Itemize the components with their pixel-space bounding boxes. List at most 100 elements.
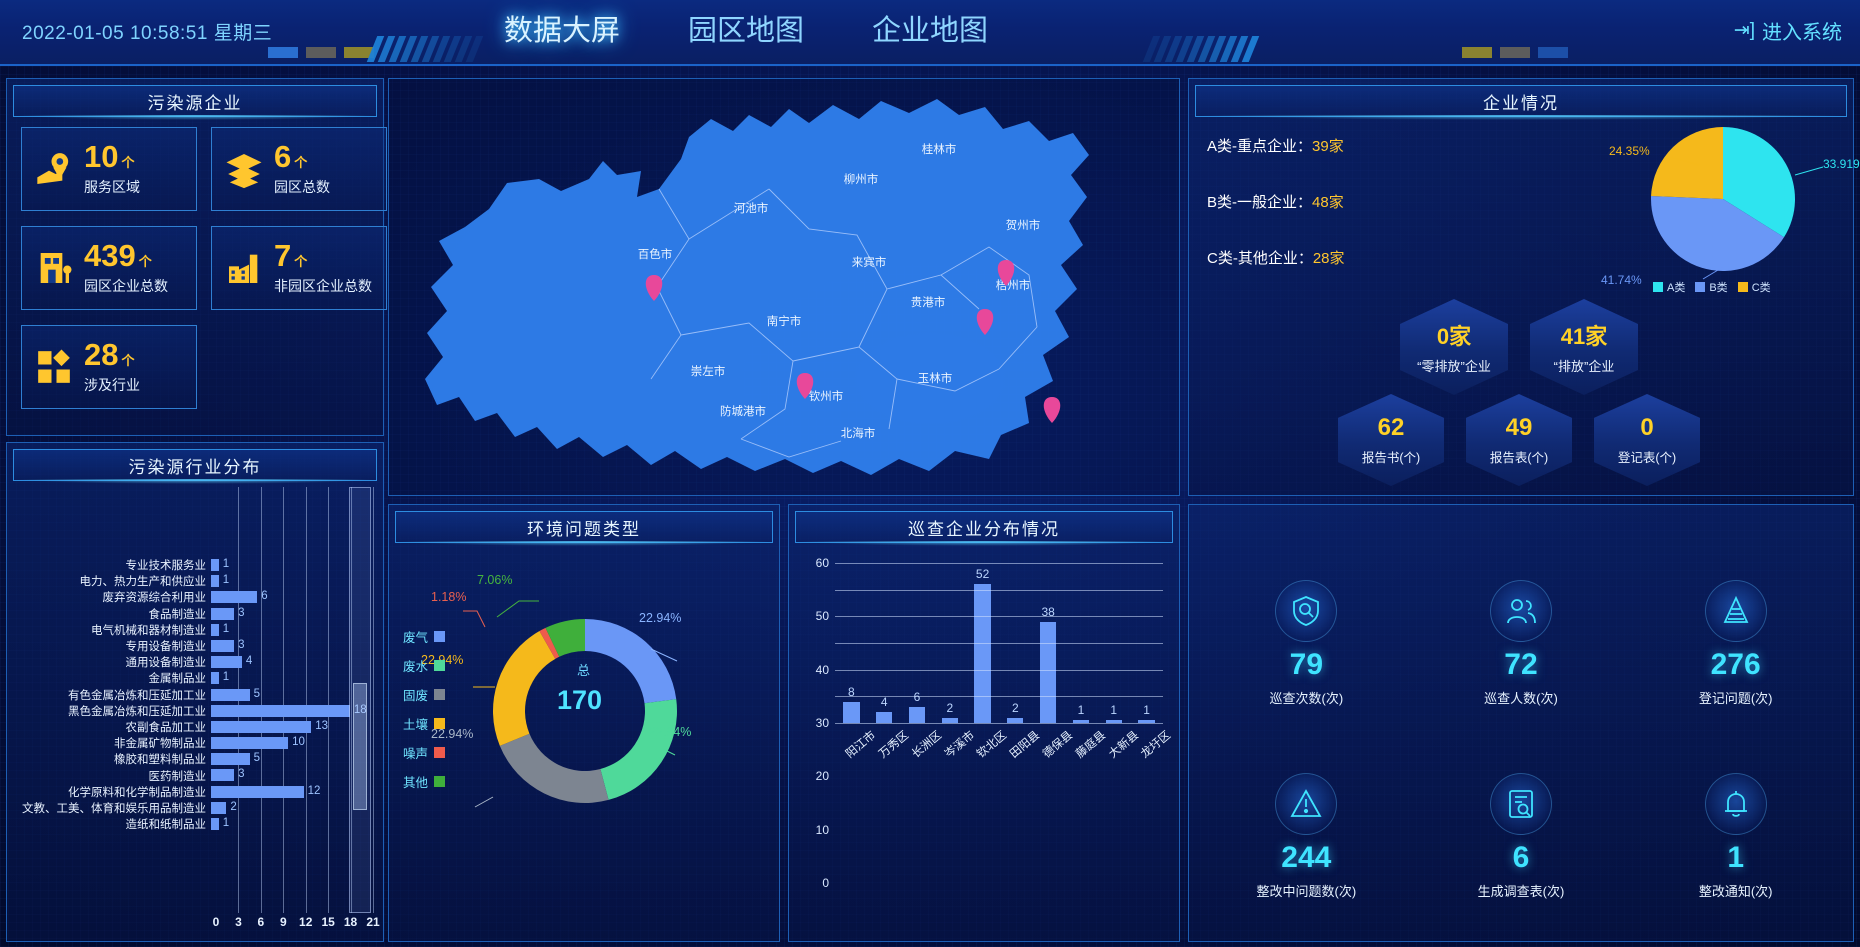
industry-bar-fill[interactable] — [211, 607, 235, 620]
inspection-ytick: 0 — [822, 876, 829, 890]
hex-report-book[interactable]: 62 报告书(个) — [1338, 394, 1444, 486]
inspection-bar[interactable] — [1072, 720, 1090, 723]
stat-card-industries[interactable]: 28 个 涉及行业 — [21, 325, 197, 409]
industry-bar-value: 18 — [353, 703, 367, 716]
tab-park-map[interactable]: 园区地图 — [654, 0, 838, 66]
legend-item-other[interactable]: 其他 — [403, 772, 446, 791]
donut-slice-噪声[interactable] — [539, 627, 560, 659]
pie-arcs[interactable] — [1651, 127, 1795, 271]
industry-bar-fill[interactable] — [211, 639, 235, 652]
kpi-inspector-count[interactable]: 72 巡查人数(次) — [1414, 547, 1629, 740]
donut-slice-土壤[interactable] — [493, 631, 556, 746]
industry-bar-row: 造纸和纸制品业 1 — [15, 816, 373, 832]
donut-slice-废气[interactable] — [585, 619, 677, 704]
map-marker-qinzhou[interactable] — [796, 373, 814, 399]
scrollbar-thumb[interactable] — [353, 683, 367, 811]
pie-slice-A类[interactable] — [1723, 127, 1795, 238]
kpi-generated-surveys[interactable]: 6 生成调查表(次) — [1414, 740, 1629, 933]
inspection-bar[interactable] — [1040, 621, 1057, 723]
map-province-shape[interactable] — [425, 99, 1089, 475]
header-stripes-right — [1142, 36, 1260, 62]
industry-bar-fill[interactable] — [211, 785, 304, 798]
kpi-icon-wrap — [1704, 580, 1767, 642]
industry-bar-fill[interactable] — [211, 769, 235, 782]
map-marker-cangwu[interactable] — [976, 309, 994, 335]
industry-bar-fill[interactable] — [211, 591, 258, 604]
map-city-label: 钦州市 — [809, 389, 844, 403]
industry-bar-fill[interactable] — [211, 688, 250, 701]
inspection-bar[interactable] — [876, 712, 893, 723]
industry-bar-value: 3 — [238, 606, 245, 619]
donut-arcs[interactable] — [493, 619, 677, 803]
legend-item-waste-gas[interactable]: 废气 — [403, 627, 446, 646]
legend-item-noise[interactable]: 噪声 — [403, 743, 446, 762]
industry-bar-fill[interactable] — [211, 704, 350, 717]
industry-bar-rows: 专业技术服务业 1 电力、热力生产和供应业 1 废弃资源综合利用业 6 食品制造业 3 电气机械… — [15, 557, 373, 832]
industry-bar-row: 医药制造业 3 — [15, 767, 373, 783]
industry-bar-label: 橡胶和塑料制品业 — [114, 754, 206, 767]
inspection-bar[interactable] — [1007, 717, 1024, 723]
industry-bar-fill[interactable] — [211, 559, 219, 571]
legend-item-solid-waste[interactable]: 固废 — [403, 685, 446, 704]
pie-legend-b[interactable]: B类 — [1695, 279, 1728, 295]
industry-bar-scrollbar[interactable] — [349, 487, 371, 913]
inspection-bar[interactable] — [1105, 720, 1122, 723]
hex-value: 49 — [1505, 414, 1533, 441]
donut-slice-废水[interactable] — [600, 699, 677, 800]
inspection-bar-column: 4 — [872, 563, 897, 723]
hex-report-form[interactable]: 49 报告表(个) — [1466, 394, 1572, 486]
industry-bar-fill[interactable] — [211, 575, 219, 588]
kpi-icon-wrap — [1275, 773, 1338, 835]
kpi-registered-problems[interactable]: 276 登记问题(次) — [1628, 547, 1843, 740]
hex-registration-form[interactable]: 0 登记表(个) — [1594, 394, 1700, 486]
stat-card-park-enterprises[interactable]: 439 个 园区企业总数 — [21, 226, 197, 310]
pie-legend-c[interactable]: C类 — [1737, 279, 1771, 295]
legend-label: 废水 — [403, 660, 429, 674]
enter-system-button[interactable]: ⇥] 进入系统 — [1734, 16, 1842, 45]
industry-bar-fill[interactable] — [211, 818, 219, 830]
industry-bar-fill[interactable] — [211, 672, 219, 685]
inspection-bar[interactable] — [941, 717, 958, 723]
tab-data-screen[interactable]: 数据大屏 — [470, 0, 654, 66]
pie-slice-B类[interactable] — [1651, 196, 1785, 271]
enterprise-pie-svg[interactable] — [1615, 121, 1845, 301]
map-marker-offshore[interactable] — [1043, 397, 1061, 423]
tab-enterprise-map[interactable]: 企业地图 — [838, 0, 1022, 66]
map-marker-wuzhou[interactable] — [997, 260, 1015, 286]
donut-slice-固废[interactable] — [499, 733, 609, 803]
industry-bar-fill[interactable] — [211, 737, 289, 750]
kpi-icon-wrap — [1489, 773, 1552, 835]
industry-bar-row: 金属制品业 1 — [15, 670, 373, 686]
map-pins[interactable] — [645, 260, 1061, 423]
pie-legend-a[interactable]: A类 — [1653, 279, 1685, 295]
inspection-bar[interactable] — [908, 707, 926, 723]
map-marker-baise[interactable] — [645, 275, 663, 301]
industry-bar-fill[interactable] — [211, 753, 250, 766]
inspection-xaxis-labels: 阳江市 万秀区 长洲区 岑溪市 钦北区 田阳县 德保县 藤庭县 大新县 龙圩区 — [835, 727, 1173, 779]
industry-bar-row: 文教、工美、体育和娱乐用品制造业 2 — [15, 800, 373, 816]
kpi-inspection-count[interactable]: 79 巡查次数(次) — [1199, 547, 1414, 740]
class-b-row: B类-一般企业：48家 — [1207, 191, 1345, 212]
legend-item-soil[interactable]: 土壤 — [403, 714, 446, 733]
guangxi-map-panel[interactable]: 桂林市 柳州市 贺州市 河池市 来宾市 百色市 梧州市 贵港市 南宁市 崇左市 玉林市 钦州市 防城港市… — [388, 78, 1180, 496]
industry-bar-fill[interactable] — [211, 623, 219, 636]
hex-emission[interactable]: 41家 “排放”企业 — [1530, 299, 1638, 395]
industry-bar-fill[interactable] — [211, 801, 227, 814]
kpi-icon-wrap — [1489, 580, 1552, 642]
pie-slice-C类[interactable] — [1651, 127, 1723, 199]
legend-item-waste-water[interactable]: 废水 — [403, 656, 446, 675]
industry-bar-fill[interactable] — [211, 720, 312, 733]
kpi-rectification-notices[interactable]: 1 整改通知(次) — [1628, 740, 1843, 933]
donut-slice-其他[interactable] — [545, 619, 585, 657]
kpi-rectifying-problems[interactable]: 244 整改中问题数(次) — [1199, 740, 1414, 933]
inspection-bar[interactable] — [974, 584, 991, 723]
stat-card-service-area[interactable]: 10 个 服务区域 — [21, 127, 197, 211]
inspection-bar[interactable] — [1138, 720, 1155, 723]
inspection-bar[interactable] — [843, 701, 860, 723]
hex-zero-emission[interactable]: 0家 “零排放”企业 — [1400, 299, 1508, 395]
industry-bar-fill[interactable] — [211, 656, 242, 669]
